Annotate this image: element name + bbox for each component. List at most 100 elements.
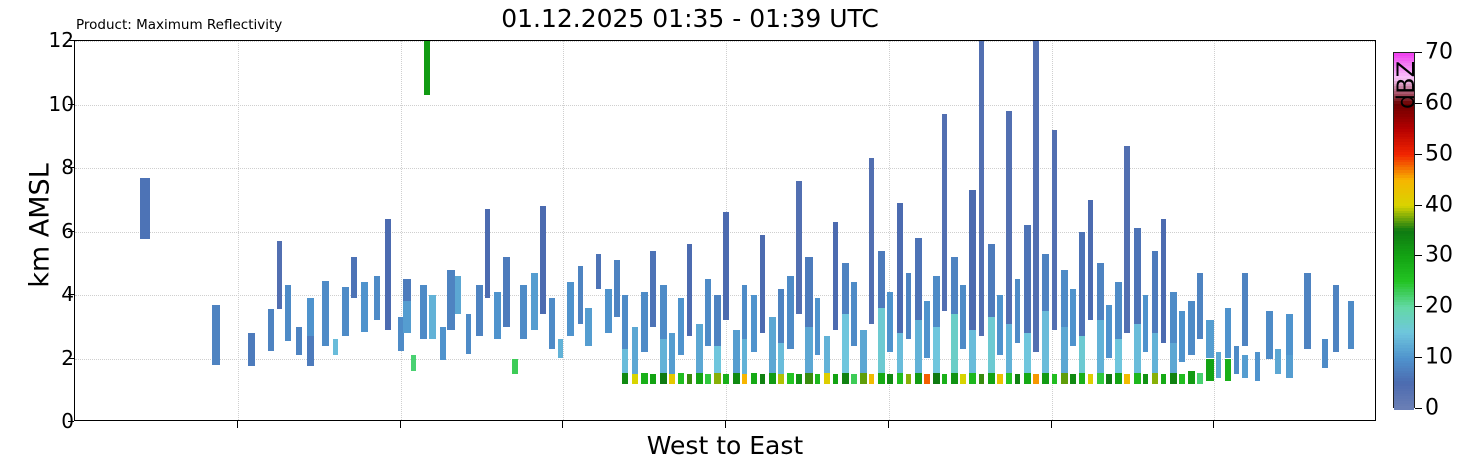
reflectivity-segment [951,314,959,373]
colorbar-segment [1394,363,1414,367]
colorbar-segment [1394,342,1414,347]
reflectivity-segment [1254,352,1261,381]
reflectivity-segment [621,295,629,349]
reflectivity-segment [494,291,502,340]
x-tick-mark [887,421,889,428]
reflectivity-segment [1033,41,1040,353]
colorbar-segment [1394,241,1414,245]
colorbar-segment [1394,383,1414,387]
reflectivity-segment [1015,279,1021,343]
reflectivity-segment [823,336,831,373]
reflectivity-segment [485,209,491,299]
colorbar-segment [1394,307,1414,311]
reflectivity-segment [1060,326,1068,373]
colorbar-segment [1394,251,1414,255]
colorbar [1393,52,1415,410]
colorbar-segment [1394,78,1414,82]
reflectivity-segment [1233,345,1239,375]
y-tick-mark [68,230,74,232]
colorbar-segment [1394,124,1414,128]
reflectivity-segment [351,256,357,299]
reflectivity-segment [1304,272,1311,349]
reflectivity-segment [714,372,721,384]
colorbar-segment [1394,358,1414,362]
reflectivity-segment [933,326,940,373]
reflectivity-segment [1005,110,1013,324]
reflectivity-segment [668,374,675,384]
colorbar-segment [1394,119,1414,123]
colorbar-tick-mark [1415,306,1422,308]
colorbar-tick-label: 60 [1425,90,1453,116]
reflectivity-segment [423,41,431,95]
reflectivity-segment [1348,301,1355,349]
colorbar-segment [1394,96,1414,100]
colorbar-label: dBZ [1392,60,1420,110]
reflectivity-segment [595,253,601,289]
reflectivity-segment [1115,282,1122,340]
reflectivity-segment [741,285,748,340]
colorbar-segment [1394,203,1414,207]
y-tick-label: 12 [48,28,74,52]
reflectivity-segment [1106,374,1113,384]
reflectivity-segment [942,374,948,384]
reflectivity-segment [1206,320,1214,359]
reflectivity-segment [1106,304,1113,359]
colorbar-segment [1394,228,1414,232]
reflectivity-segment [1188,301,1195,356]
reflectivity-segment [1060,372,1068,384]
reflectivity-segment [860,329,867,373]
colorbar-tick-label: 0 [1425,395,1439,421]
reflectivity-segment [732,372,740,384]
x-tick-mark [1213,421,1215,428]
colorbar-segment [1394,279,1414,283]
colorbar-segment [1394,86,1414,90]
reflectivity-segment [978,41,984,337]
reflectivity-segment [604,288,613,334]
reflectivity-segment [361,282,368,332]
colorbar-segment [1394,223,1414,227]
reflectivity-segment [987,372,995,384]
reflectivity-segment [869,374,875,384]
colorbar-segment [1394,101,1414,105]
reflectivity-segment [1142,374,1149,384]
colorbar-segment [1394,330,1414,334]
gridline-vertical [237,41,239,420]
reflectivity-segment [1275,348,1281,375]
y-tick-label: 2 [61,345,74,370]
reflectivity-segment [306,336,314,367]
colorbar-tick-label: 50 [1425,141,1453,167]
reflectivity-segment [923,374,930,384]
y-axis-label: km AMSL [24,163,56,288]
reflectivity-segment [476,285,483,337]
colorbar-segment [1394,121,1414,125]
y-tick-mark [68,294,74,295]
colorbar-segment [1394,195,1414,199]
reflectivity-segment [420,285,427,340]
colorbar-segment [1394,154,1414,158]
reflectivity-segment [276,241,282,310]
colorbar-segment [1394,406,1414,410]
reflectivity-segment [621,372,629,384]
reflectivity-segment [1042,372,1049,384]
reflectivity-segment [887,374,894,384]
reflectivity-segment [841,263,850,315]
colorbar-segment [1394,271,1414,275]
reflectivity-segment [1188,371,1195,384]
reflectivity-segment [585,307,592,346]
reflectivity-segment [1285,314,1294,356]
reflectivity-segment [796,180,802,315]
colorbar-segment [1394,355,1414,359]
reflectivity-segment [1197,272,1203,340]
colorbar-segment [1394,284,1414,288]
reflectivity-segment [1097,320,1105,373]
colorbar-segment [1394,233,1414,237]
reflectivity-segment [1224,358,1232,381]
colorbar-segment [1394,157,1414,161]
colorbar-segment [1394,396,1414,400]
y-tick-label: 4 [61,282,74,306]
gridline-vertical [400,41,402,420]
y-axis-label-wrap: km AMSL [10,40,56,421]
colorbar-segment [1394,314,1414,319]
reflectivity-segment [520,285,527,340]
reflectivity-segment [878,250,886,308]
